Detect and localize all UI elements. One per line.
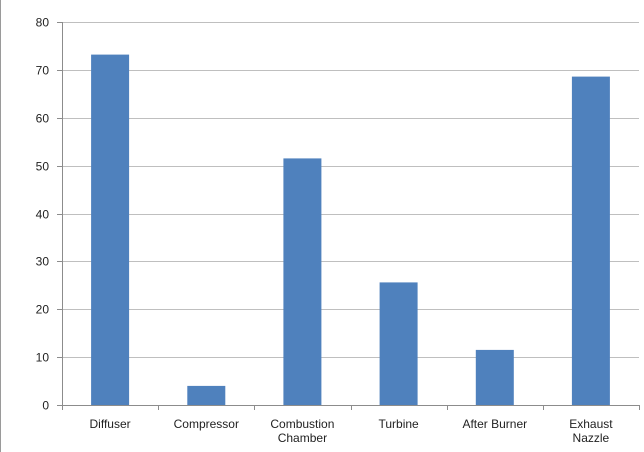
y-tick-label: 50 bbox=[36, 160, 50, 174]
bar-after-burner bbox=[475, 349, 514, 405]
x-tick-label-line: Nazzle bbox=[573, 431, 610, 445]
x-tick-label: After Burner bbox=[462, 417, 527, 431]
y-tick-label: 70 bbox=[36, 64, 50, 78]
x-tick-label-line: Compressor bbox=[174, 417, 239, 431]
bar-diffuser bbox=[91, 54, 130, 405]
x-tick-label: Diffuser bbox=[90, 417, 131, 431]
y-tick-label: 40 bbox=[36, 208, 50, 222]
x-tick-label: Compressor bbox=[174, 417, 239, 431]
bar-exhaust-nazzle bbox=[571, 76, 610, 405]
x-tick-label: Combustion Chamber bbox=[270, 417, 334, 445]
y-tick-labels: 0 10 20 30 40 50 60 70 80 bbox=[36, 16, 50, 413]
bar-turbine bbox=[379, 282, 418, 405]
x-tick-label-line: Combustion bbox=[270, 417, 334, 431]
bar-compressor bbox=[187, 385, 226, 405]
x-tick-label-line: Exhaust bbox=[569, 417, 613, 431]
y-tick-label: 0 bbox=[42, 399, 49, 413]
x-tick-label-line: Diffuser bbox=[90, 417, 131, 431]
bar-combustion-chamber bbox=[283, 158, 322, 405]
x-tick-label-line: After Burner bbox=[462, 417, 527, 431]
y-tick-label: 30 bbox=[36, 255, 50, 269]
gridlines bbox=[62, 22, 639, 358]
x-tick-label: Exhaust Nazzle bbox=[569, 417, 613, 445]
bars bbox=[91, 54, 610, 405]
x-tick-label-line: Chamber bbox=[278, 431, 327, 445]
x-tick-labels: Diffuser Compressor Combustion Chamber Turbi… bbox=[90, 417, 614, 445]
x-tick-label: Turbine bbox=[378, 417, 419, 431]
y-tick-label: 10 bbox=[36, 351, 50, 365]
y-tick-label: 20 bbox=[36, 303, 50, 317]
x-tick-label-line: Turbine bbox=[378, 417, 419, 431]
y-tick-label: 60 bbox=[36, 112, 50, 126]
axes bbox=[57, 22, 640, 410]
y-tick-label: 80 bbox=[36, 16, 50, 30]
